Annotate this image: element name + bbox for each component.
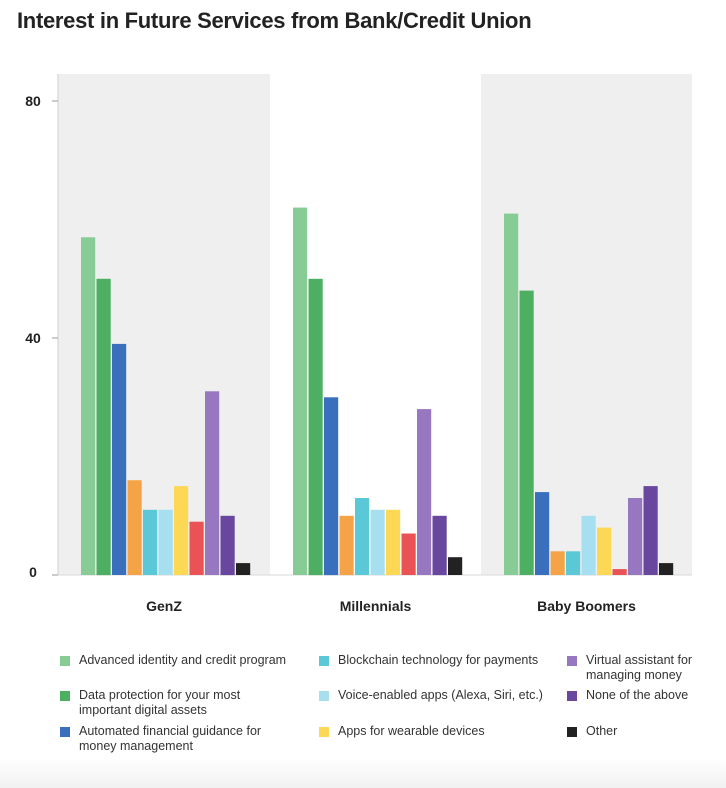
- bar-genz-10: [220, 515, 235, 576]
- bar-baby-boomers-8: [612, 569, 627, 575]
- bar-baby-boomers-6: [581, 515, 596, 576]
- bar-genz-5: [143, 509, 158, 575]
- bar-millennials-3: [324, 397, 339, 576]
- y-tick-label-40: 40: [25, 330, 41, 346]
- bar-baby-boomers-5: [566, 551, 581, 575]
- bar-genz-6: [158, 509, 173, 575]
- bar-baby-boomers-4: [550, 551, 565, 575]
- bar-baby-boomers-7: [597, 527, 612, 575]
- bar-genz-11: [236, 563, 251, 575]
- bar-genz-9: [205, 391, 220, 575]
- bar-genz-1: [81, 237, 96, 576]
- category-label-baby-boomers: Baby Boomers: [537, 598, 636, 614]
- bar-genz-8: [189, 521, 204, 575]
- bar-baby-boomers-11: [659, 563, 674, 575]
- bar-genz-2: [96, 278, 111, 576]
- category-label-genz: GenZ: [146, 598, 182, 614]
- bar-millennials-2: [308, 278, 323, 576]
- bar-millennials-8: [401, 533, 416, 575]
- bar-baby-boomers-9: [628, 498, 643, 575]
- bar-millennials-11: [448, 557, 463, 575]
- y-tick-label-80: 80: [25, 93, 41, 109]
- bar-genz-7: [174, 486, 189, 575]
- bar-baby-boomers-1: [504, 213, 519, 575]
- bar-millennials-9: [417, 409, 432, 575]
- bar-genz-4: [127, 480, 142, 575]
- chart-title: Interest in Future Services from Bank/Cr…: [17, 8, 532, 33]
- bar-millennials-5: [355, 498, 370, 575]
- bottom-fade: [0, 758, 726, 788]
- bar-millennials-7: [386, 509, 401, 575]
- bar-millennials-1: [293, 207, 308, 575]
- bar-baby-boomers-3: [535, 492, 550, 575]
- bar-baby-boomers-2: [519, 290, 534, 575]
- bar-millennials-4: [339, 515, 354, 576]
- category-label-millennials: Millennials: [340, 598, 412, 614]
- bar-millennials-10: [432, 515, 447, 576]
- bar-genz-3: [112, 343, 127, 575]
- y-tick-label-0: 0: [29, 564, 37, 580]
- bar-millennials-6: [370, 509, 385, 575]
- bar-baby-boomers-10: [643, 486, 658, 575]
